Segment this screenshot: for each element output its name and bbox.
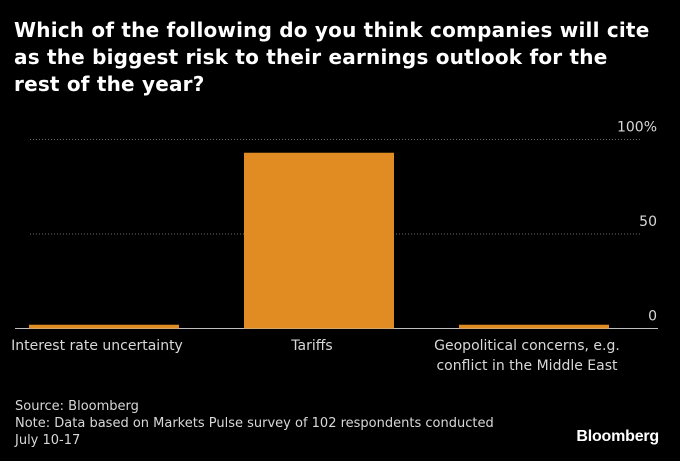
bloomberg-logo: Bloomberg	[576, 428, 659, 445]
x-category-label-1: Interest rate uncertainty	[11, 338, 183, 354]
y-tick-label-0: 0	[648, 309, 657, 325]
label-layer: 0 50 100% Interest rate uncertainty Tariffs G…	[11, 120, 657, 375]
source-note: Source: Bloomberg	[15, 399, 139, 414]
chart-footer: Source: Bloomberg Note: Data based on Ma…	[15, 398, 555, 449]
x-category-label-2: Tariffs	[290, 338, 332, 354]
survey-note-line-1: Note: Data based on Markets Pulse survey…	[15, 416, 494, 431]
bar-chart: 0 50 100% Interest rate uncertainty Tariffs G…	[11, 120, 658, 375]
bar-layer	[29, 152, 609, 329]
x-category-label-3-line-2: conflict in the Middle East	[436, 358, 618, 374]
y-tick-label-100: 100%	[617, 120, 657, 136]
chart-title: Which of the following do you think comp…	[14, 18, 650, 96]
bar-1	[29, 324, 179, 329]
survey-note-line-2: July 10-17	[15, 433, 81, 448]
bar-3	[459, 324, 609, 329]
bar-2	[244, 152, 394, 329]
y-tick-label-50: 50	[639, 214, 657, 230]
x-category-label-3-line-1: Geopolitical concerns, e.g.	[434, 338, 620, 354]
